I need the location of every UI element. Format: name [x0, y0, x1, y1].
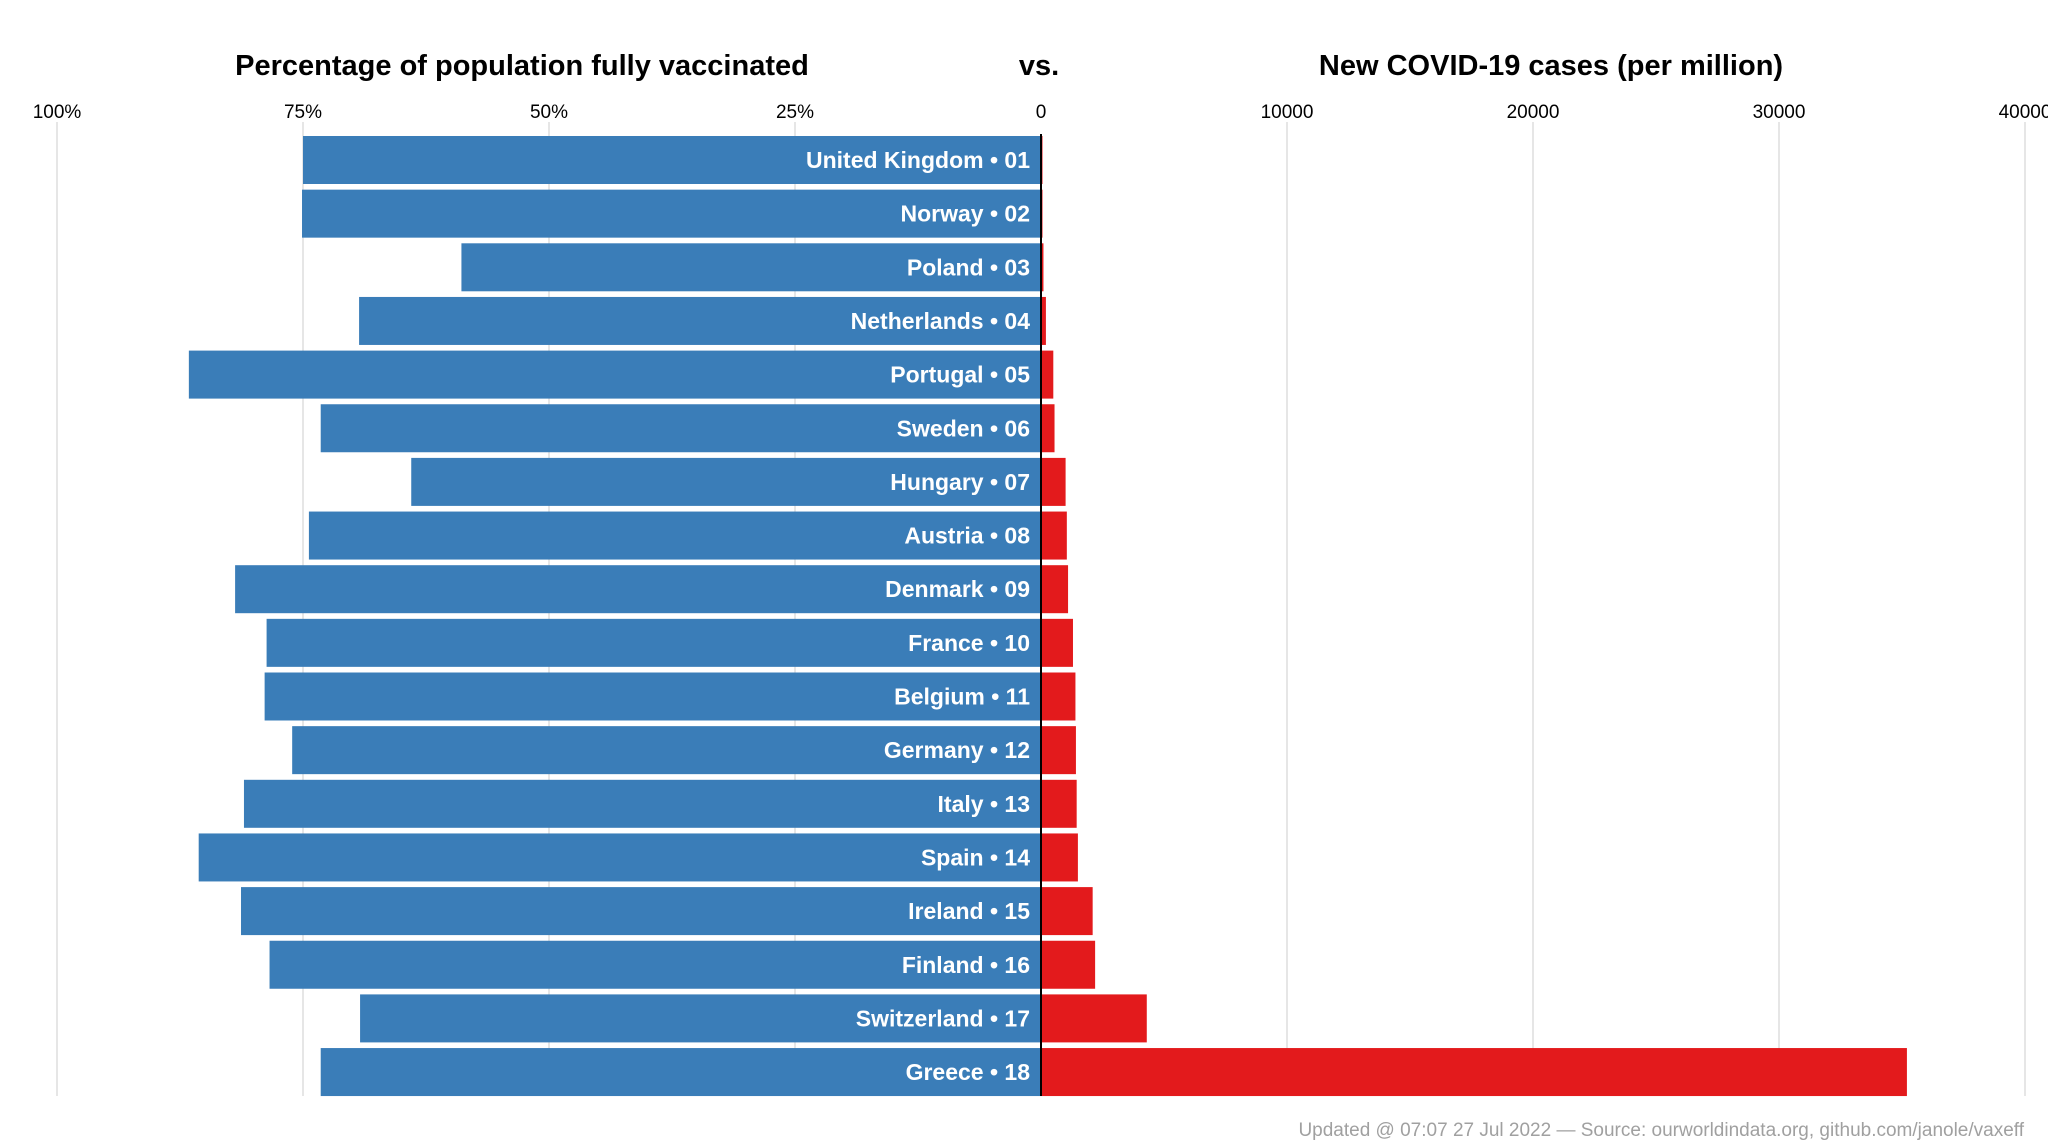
country-label: Switzerland • 17: [856, 1005, 1030, 1031]
cases-bar: [1041, 243, 1044, 292]
left-tick-label: 100%: [33, 102, 82, 123]
vaccinated-bar: [320, 1048, 1041, 1097]
vaccinated-bar: [243, 779, 1041, 828]
right-chart-title: New COVID-19 cases (per million): [1319, 50, 1783, 82]
vaccinated-bar: [292, 726, 1041, 775]
cases-bar: [1041, 565, 1069, 614]
vaccinated-bar: [269, 940, 1041, 989]
zero-tick-label: 0: [1036, 102, 1047, 123]
country-label: Netherlands • 04: [851, 308, 1031, 334]
vaccinated-bar: [266, 618, 1041, 667]
country-label: Norway • 02: [901, 201, 1031, 227]
cases-bar: [1041, 404, 1055, 453]
cases-bar: [1041, 296, 1046, 345]
vaccinated-bar: [461, 243, 1041, 292]
cases-bar: [1041, 779, 1077, 828]
country-label: Portugal • 05: [890, 362, 1030, 388]
vaccinated-bar: [359, 296, 1041, 345]
country-label: France • 10: [908, 630, 1030, 656]
right-tick-label: 10000: [1261, 102, 1314, 123]
cases-bar: [1041, 726, 1076, 775]
vaccinated-bar: [303, 136, 1041, 184]
country-label: Spain • 14: [921, 844, 1030, 870]
cases-bar: [1041, 511, 1067, 560]
vaccinated-bar: [360, 994, 1041, 1043]
vaccinated-bar: [320, 404, 1041, 453]
cases-bar: [1041, 994, 1147, 1043]
source-footer: Updated @ 07:07 27 Jul 2022 — Source: ou…: [1298, 1120, 2024, 1140]
right-tick-label: 40000: [1999, 102, 2048, 123]
left-chart-title: Percentage of population fully vaccinate…: [235, 50, 809, 82]
country-label: United Kingdom • 01: [806, 147, 1030, 173]
country-label: Greece • 18: [906, 1059, 1031, 1085]
country-label: Austria • 08: [904, 523, 1030, 549]
vaccinated-bar: [411, 457, 1041, 506]
right-tick-label: 20000: [1507, 102, 1560, 123]
country-label: Germany • 12: [884, 737, 1030, 763]
country-label: Belgium • 11: [894, 684, 1030, 710]
axis-ticks: 100% 75% 50% 25% 0 10000 20000 30000 40000: [33, 102, 2048, 123]
vs-title: vs.: [1019, 50, 1059, 82]
country-label: Italy • 13: [938, 791, 1030, 817]
cases-bar: [1041, 940, 1096, 989]
country-label: Sweden • 06: [897, 415, 1030, 441]
vaccinated-bar: [235, 565, 1041, 614]
cases-bar: [1041, 457, 1066, 506]
vaccinated-bar: [188, 350, 1041, 399]
left-tick-label: 75%: [284, 102, 322, 123]
cases-bar: [1041, 618, 1073, 667]
bar-labels-layer: United Kingdom • 01 Norway • 02 Poland • 0…: [806, 147, 1030, 1085]
cases-bar: [1041, 1048, 1907, 1097]
country-label: Poland • 03: [907, 254, 1030, 280]
cases-bar: [1041, 887, 1093, 936]
country-label: Hungary • 07: [890, 469, 1030, 495]
bars-layer: [188, 136, 1907, 1097]
left-tick-label: 50%: [530, 102, 568, 123]
cases-bar: [1041, 350, 1054, 399]
cases-bar: [1041, 833, 1078, 882]
vaccinated-bar: [302, 189, 1041, 238]
vaccinated-bar: [264, 672, 1041, 721]
cases-bar: [1041, 672, 1076, 721]
right-tick-label: 30000: [1753, 102, 1806, 123]
country-label: Ireland • 15: [908, 898, 1030, 924]
country-label: Denmark • 09: [885, 576, 1030, 602]
vaccinated-bar: [241, 887, 1041, 936]
country-label: Finland • 16: [902, 952, 1030, 978]
vaccinated-bar: [198, 833, 1042, 882]
left-tick-label: 25%: [776, 102, 814, 123]
vaccinated-bar: [308, 511, 1041, 560]
